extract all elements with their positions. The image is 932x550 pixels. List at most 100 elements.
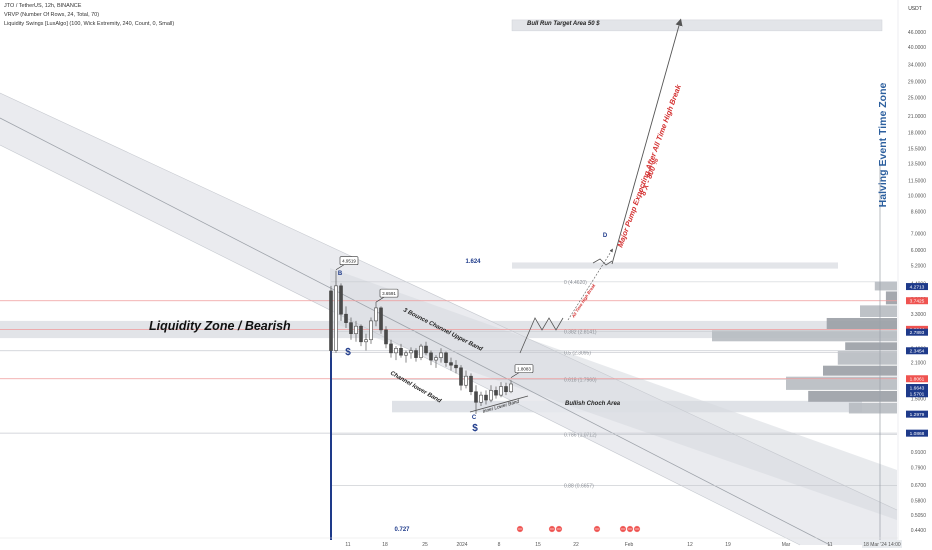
- channel-lower-line: [0, 144, 801, 546]
- projection-zigzag: [592, 258, 613, 266]
- price-tick-label: 11.5000: [908, 178, 926, 184]
- candle-body: [344, 313, 348, 323]
- candle-body: [329, 290, 333, 351]
- price-tick-label: 0.9100: [911, 450, 927, 456]
- price-label: 4.9519: [342, 258, 356, 263]
- price-tick-label: 8.6000: [911, 210, 927, 216]
- bull-run-target-zone: [511, 19, 883, 32]
- price-tag-label: 1.2979: [910, 412, 925, 418]
- dollar-marker: $: [472, 423, 478, 434]
- event-badge: [593, 525, 601, 533]
- event-badge: [633, 525, 641, 533]
- fib-label: 0.88 (0.6657): [564, 484, 594, 490]
- price-tag-label: 3.7425: [910, 299, 925, 305]
- candle-body: [384, 329, 388, 345]
- price-tick-label: 0.5800: [911, 498, 927, 504]
- price-tick-label: 7.0000: [911, 232, 927, 238]
- candle-body: [494, 390, 498, 396]
- price-tick-label: 2.1000: [911, 361, 927, 367]
- time-tag-box: [862, 540, 902, 548]
- candle-body: [389, 343, 393, 354]
- fib-label: 0.382 (2.8141): [564, 329, 597, 335]
- candle-body: [449, 362, 453, 366]
- time-tick-label: 8: [498, 542, 501, 548]
- channel-upper-line: [0, 92, 898, 511]
- price-tag-box: [906, 384, 928, 392]
- price-tag-label: 4.2713: [910, 284, 925, 290]
- candle-body: [364, 339, 368, 343]
- candle-body: [424, 345, 428, 354]
- candle-body: [474, 391, 478, 403]
- price-label: 1.8083: [517, 366, 531, 371]
- candle-body: [334, 285, 338, 351]
- event-badge: [548, 525, 556, 533]
- bullish-choch-label: Bullish Choch Area: [565, 401, 621, 407]
- time-tick-label: 11: [345, 542, 350, 548]
- price-tick-label: 5.2000: [911, 263, 927, 269]
- price-tick-label: 15.5000: [908, 147, 926, 153]
- price-tick-label: 0.6700: [911, 483, 927, 489]
- time-tick-label: 19: [725, 542, 731, 548]
- candle-body: [374, 307, 378, 322]
- swing-value-label: 0.727: [394, 527, 410, 533]
- candle-body: [419, 345, 423, 358]
- candle-body: [509, 383, 513, 393]
- time-tick-label: 15: [535, 542, 541, 548]
- price-label: 3.6591: [382, 291, 396, 296]
- price-tag-box: [906, 429, 928, 437]
- candle-body: [394, 348, 398, 354]
- price-label-leader: [510, 372, 520, 378]
- candle-body: [359, 325, 363, 343]
- indicator-vrvp: VRVP (Number Of Rows, 24, Total, 70): [4, 12, 100, 18]
- time-tick-label: Feb: [625, 542, 634, 548]
- candle-body: [379, 307, 383, 331]
- price-tick-label: 46.0000: [908, 30, 926, 36]
- time-tick-label: 2024: [456, 542, 467, 548]
- candle-body: [339, 285, 343, 315]
- volume-profile-bar: [786, 376, 897, 390]
- price-label-box: [514, 364, 534, 373]
- candle-body: [409, 350, 413, 354]
- price-tag-label: 2.3454: [910, 349, 925, 355]
- volume-profile-bar: [845, 342, 897, 351]
- chart-symbol: JTO / TetherUS, 12h, BINANCE: [4, 3, 82, 9]
- price-label-box: [379, 288, 399, 298]
- price-tick-label: 1.5000: [911, 397, 927, 403]
- price-tick-label: 40.0000: [908, 45, 926, 51]
- candle-body: [444, 352, 448, 363]
- price-tick-label: 10.0000: [908, 193, 926, 199]
- candle-body: [454, 364, 458, 369]
- swing-value-label: 1.624: [465, 259, 481, 265]
- candle-body: [369, 320, 373, 341]
- event-badge: [516, 525, 524, 533]
- volume-profile-bar: [885, 291, 897, 305]
- volume-profile-bar: [860, 305, 897, 317]
- candle-body: [404, 352, 408, 356]
- event-badge: [619, 525, 627, 533]
- price-tag-label: 1.6643: [910, 385, 925, 391]
- candle-body: [484, 394, 488, 401]
- price-axis-bg: [898, 0, 932, 550]
- volume-profile-bar: [712, 330, 897, 342]
- candle-body: [434, 357, 438, 361]
- price-tag-box: [906, 347, 928, 355]
- price-tick-label: 18.0000: [908, 130, 926, 136]
- candle-body: [489, 390, 493, 401]
- wave-point-label: B: [338, 271, 343, 277]
- fib-label: 0.786 (1.0712): [564, 433, 597, 439]
- candle-body: [399, 348, 403, 356]
- price-label-leader: [375, 296, 385, 303]
- candle-body: [499, 386, 503, 396]
- fib-label: 0.618 (1.7960): [564, 377, 597, 383]
- price-tick-label: 6.0000: [911, 248, 927, 254]
- price-tag-label: 1.5701: [910, 392, 925, 398]
- price-tick-label: 0.7900: [911, 465, 927, 471]
- halving-label: Halving Event Time Zone: [877, 83, 889, 208]
- price-tag-box: [906, 283, 928, 291]
- price-tag-box: [906, 390, 928, 398]
- price-tag-box: [906, 410, 928, 418]
- d-level-zone: [512, 262, 838, 269]
- wave-point-label: C: [472, 415, 477, 421]
- wave-point-label: D: [603, 233, 608, 239]
